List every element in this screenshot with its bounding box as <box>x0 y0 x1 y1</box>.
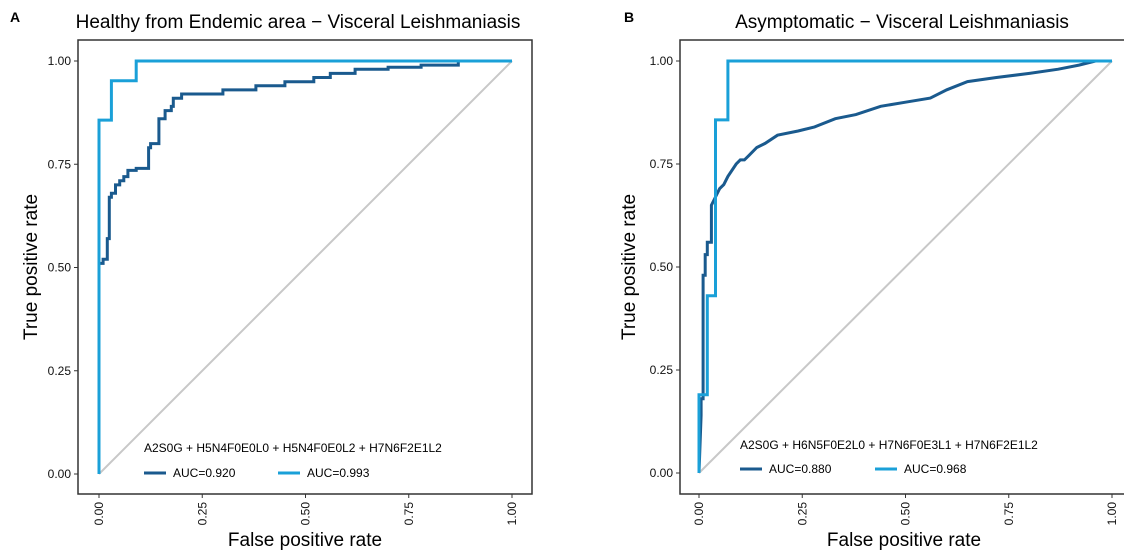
panel-b: B Asymptomatic − Visceral Leishmaniasis … <box>619 9 1124 551</box>
panel-a-legend-title: A2S0G + H5N4F0E0L0 + H5N4F0E0L2 + H7N6F2… <box>144 441 442 455</box>
panel-b-legend-label-0: AUC=0.880 <box>769 462 832 476</box>
panel-a-legend-label-0: AUC=0.920 <box>173 466 236 480</box>
panel-a: A Healthy from Endemic area − Visceral L… <box>10 9 533 551</box>
panel-b-legend-label-1: AUC=0.968 <box>904 462 967 476</box>
panel-b-series <box>697 59 1112 474</box>
panel-a-series-line-0 <box>97 59 512 474</box>
panel-b-y-tick-label: 0.75 <box>650 157 674 171</box>
panel-a-title: Healthy from Endemic area − Visceral Lei… <box>76 12 521 33</box>
panel-a-series-line-1 <box>97 59 512 474</box>
panel-a-x-tick-label: 1.00 <box>505 502 519 526</box>
panel-a-x-tick-label: 0.75 <box>402 502 416 526</box>
panel-a-x-tick-label: 0.25 <box>195 502 209 526</box>
panel-a-legend: AUC=0.920 AUC=0.993 <box>144 466 370 480</box>
panel-b-diagonal-reference <box>698 60 1113 474</box>
panel-a-y-tick-label: 0.25 <box>48 364 72 378</box>
panel-b-letter: B <box>624 9 634 25</box>
panel-b-x-axis-title: False positive rate <box>827 530 981 551</box>
panel-a-y-tick-label: 1.00 <box>48 54 72 68</box>
panel-a-legend-label-1: AUC=0.993 <box>307 466 370 480</box>
panel-a-x-axis-title: False positive rate <box>228 530 382 551</box>
panel-a-letter: A <box>10 9 20 25</box>
panel-b-y-tick-label: 1.00 <box>650 54 674 68</box>
panel-a-series <box>97 59 512 474</box>
panel-a-y-tick-label: 0.50 <box>48 261 72 275</box>
panel-a-y-tick-label: 0.00 <box>48 467 72 481</box>
panel-b-ticks: 0.00 0.25 0.50 0.75 1.00 0.00 0.25 0.50 0.75 1.00 <box>650 54 1119 525</box>
panel-b-y-tick-label: 0.00 <box>650 466 674 480</box>
panel-a-diagonal-reference <box>98 60 513 475</box>
panel-b-x-tick-label: 0.25 <box>795 502 809 526</box>
panel-b-legend-title: A2S0G + H6N5F0E2L0 + H7N6F0E3L1 + H7N6F2… <box>740 438 1038 452</box>
panel-b-y-tick-label: 0.25 <box>650 363 674 377</box>
panel-b-title: Asymptomatic − Visceral Leishmaniasis <box>735 12 1069 33</box>
panel-b-x-tick-label: 0.75 <box>1002 502 1016 526</box>
panel-b-y-axis-title: True positive rate <box>619 194 640 340</box>
panel-b-y-tick-label: 0.50 <box>650 260 674 274</box>
panel-b-series-line-1 <box>697 59 1112 473</box>
panel-a-y-axis-title: True positive rate <box>21 194 42 340</box>
panel-a-x-tick-label: 0.50 <box>299 502 313 526</box>
panel-a-y-tick-label: 0.75 <box>48 157 72 171</box>
panel-b-x-tick-label: 0.00 <box>692 502 706 526</box>
panel-a-x-tick-label: 0.00 <box>92 502 106 526</box>
panel-b-x-tick-label: 0.50 <box>899 502 913 526</box>
panel-b-series-line-0 <box>697 59 1112 474</box>
panel-b-legend: AUC=0.880 AUC=0.968 <box>740 462 967 476</box>
panel-b-x-tick-label: 1.00 <box>1105 502 1119 526</box>
panel-a-ticks: 0.00 0.25 0.50 0.75 1.00 0.00 0.25 0.50 0.75 1.00 <box>48 54 519 525</box>
